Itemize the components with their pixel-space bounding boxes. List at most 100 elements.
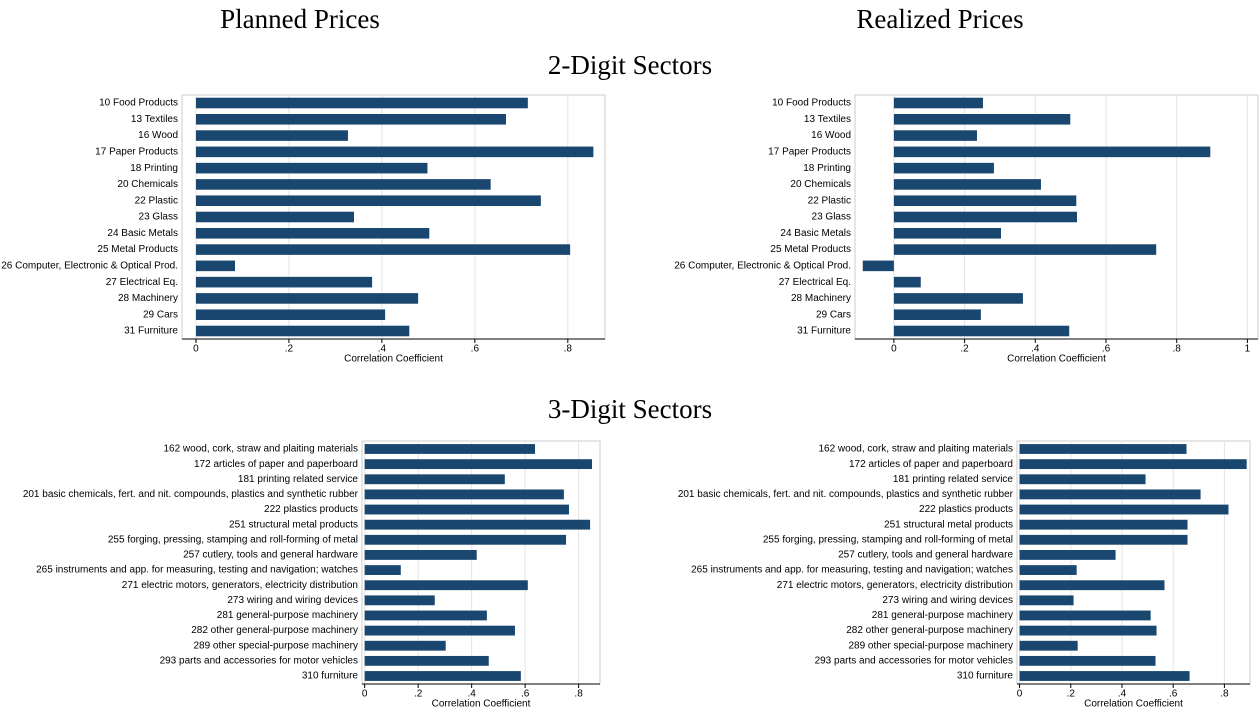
bar [1019, 671, 1190, 681]
bar [1019, 504, 1229, 515]
bar [195, 162, 428, 174]
y-tick-label: 265 instruments and app. for measuring, … [36, 565, 358, 576]
bar [195, 146, 594, 158]
x-tick-label: .8 [1173, 344, 1182, 355]
y-tick-label: 281 general-purpose machinery [872, 610, 1013, 621]
bar [195, 113, 506, 125]
y-tick-label: 201 basic chemicals, fert. and nit. comp… [678, 489, 1014, 500]
bar [1019, 459, 1247, 470]
x-tick-label: 0 [891, 344, 897, 355]
x-tick-label: .8 [564, 344, 573, 355]
bar [893, 276, 921, 288]
column-title: Planned Prices [220, 4, 380, 34]
bar [364, 474, 505, 485]
y-tick-label: 257 cutlery, tools and general hardware [183, 550, 358, 561]
section-title: 3-Digit Sectors [548, 394, 712, 424]
bar [893, 211, 1078, 223]
bar [1019, 595, 1074, 606]
x-tick-label: .4 [378, 344, 387, 355]
x-axis-title: Correlation Coefficient [1084, 699, 1183, 710]
bar [893, 325, 1070, 337]
bar [364, 444, 536, 454]
x-axis-title: Correlation Coefficient [1007, 354, 1106, 365]
bar [1019, 565, 1077, 575]
bar [1019, 519, 1188, 530]
x-axis-title: Correlation Coefficient [432, 699, 531, 710]
bar [195, 325, 410, 337]
y-tick-label: 20 Chemicals [790, 179, 851, 190]
y-tick-label: 251 structural metal products [229, 519, 358, 530]
x-tick-label: .8 [1220, 689, 1229, 700]
y-tick-label: 27 Electrical Eq. [779, 277, 851, 288]
bar [364, 519, 591, 530]
y-tick-label: 25 Metal Products [97, 244, 178, 255]
y-tick-label: 23 Glass [139, 212, 178, 223]
x-tick-label: .2 [285, 344, 294, 355]
y-tick-label: 251 structural metal products [884, 519, 1013, 530]
y-tick-label: 10 Food Products [99, 98, 178, 109]
y-tick-label: 18 Printing [130, 163, 178, 174]
bar [195, 227, 430, 239]
bar [195, 309, 386, 321]
bar [1019, 534, 1188, 545]
bar [364, 580, 528, 591]
y-tick-label: 289 other special-purpose machinery [848, 640, 1013, 651]
y-tick-label: 293 parts and accessories for motor vehi… [815, 656, 1013, 667]
bar [1019, 625, 1157, 636]
bar [1019, 474, 1146, 485]
bar [1019, 640, 1078, 651]
y-tick-label: 27 Electrical Eq. [106, 277, 178, 288]
y-tick-label: 282 other general-purpose machinery [846, 625, 1013, 636]
bar [893, 244, 1157, 255]
y-tick-label: 29 Cars [143, 309, 178, 320]
y-tick-label: 22 Plastic [135, 195, 178, 206]
y-tick-label: 31 Furniture [797, 326, 851, 337]
y-tick-label: 222 plastics products [919, 504, 1013, 515]
bar [1019, 655, 1156, 666]
bar [195, 130, 348, 141]
bar [1019, 580, 1165, 591]
column-title: Realized Prices [856, 4, 1023, 34]
bar [195, 179, 491, 190]
y-tick-label: 24 Basic Metals [107, 228, 178, 239]
y-tick-label: 181 printing related service [238, 474, 359, 485]
x-tick-label: .6 [521, 689, 530, 700]
bar [364, 489, 564, 500]
y-tick-label: 17 Paper Products [95, 146, 178, 157]
y-tick-label: 13 Textiles [804, 114, 851, 125]
x-tick-label: .6 [1102, 344, 1111, 355]
bar [364, 610, 487, 621]
y-tick-label: 16 Wood [138, 130, 178, 141]
bar [364, 595, 435, 606]
x-tick-label: .2 [414, 689, 423, 700]
y-tick-label: 162 wood, cork, straw and plaiting mater… [818, 444, 1013, 455]
y-tick-label: 281 general-purpose machinery [217, 610, 358, 621]
y-tick-label: 28 Machinery [791, 293, 851, 304]
y-tick-label: 271 electric motors, generators, electri… [777, 580, 1013, 591]
y-tick-label: 18 Printing [803, 163, 851, 174]
y-tick-label: 16 Wood [811, 130, 851, 141]
bar [893, 195, 1077, 207]
y-tick-label: 162 wood, cork, straw and plaiting mater… [163, 444, 358, 455]
bar [364, 534, 567, 545]
y-tick-label: 24 Basic Metals [780, 228, 851, 239]
bar [364, 640, 446, 651]
bar [893, 146, 1211, 158]
x-tick-label: 0 [362, 689, 368, 700]
y-tick-label: 310 furniture [957, 671, 1014, 682]
y-tick-label: 255 forging, pressing, stamping and roll… [763, 534, 1013, 545]
bar [893, 309, 981, 321]
bar [893, 227, 1001, 239]
bar [364, 565, 401, 575]
x-tick-label: .2 [1067, 689, 1076, 700]
y-tick-label: 273 wiring and wiring devices [882, 595, 1013, 606]
y-tick-label: 255 forging, pressing, stamping and roll… [108, 534, 358, 545]
y-tick-label: 25 Metal Products [770, 244, 851, 255]
bar [893, 162, 994, 174]
bar [364, 550, 477, 560]
bar [893, 179, 1041, 190]
y-tick-label: 172 articles of paper and paperboard [849, 459, 1013, 470]
y-tick-label: 282 other general-purpose machinery [191, 625, 358, 636]
x-tick-label: .4 [1031, 344, 1040, 355]
y-tick-label: 265 instruments and app. for measuring, … [691, 565, 1013, 576]
